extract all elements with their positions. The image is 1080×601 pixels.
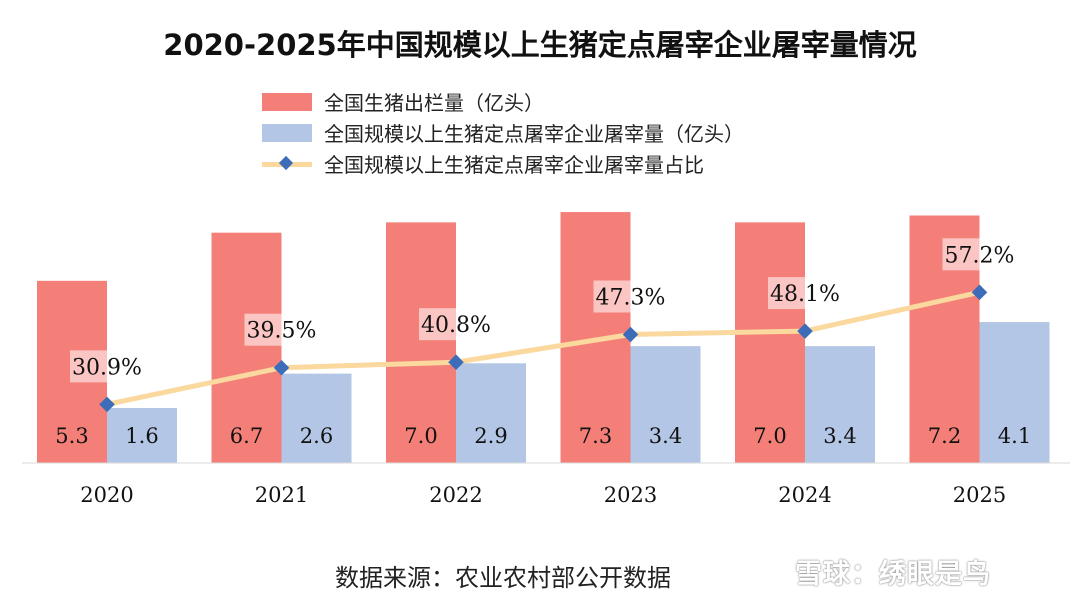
legend: 全国生猪出栏量（亿头） 全国规模以上生猪定点屠宰企业屠宰量（亿头） 全国规模以上… bbox=[262, 86, 744, 179]
legend-swatch-share bbox=[262, 155, 312, 173]
legend-swatch-slaughter bbox=[262, 123, 312, 142]
bar-slaughter-2023 bbox=[630, 346, 701, 463]
bar-label-slaughter-2025: 4.1 bbox=[998, 424, 1031, 448]
line-label-share-2024: 48.1% bbox=[770, 282, 840, 307]
line-label-share-2025: 57.2% bbox=[945, 243, 1015, 268]
bar-label-slaughter-2022: 2.9 bbox=[474, 424, 507, 448]
legend-swatch-output bbox=[262, 92, 312, 111]
line-label-share-2020: 30.9% bbox=[72, 355, 142, 380]
x-tick-label-2021: 2021 bbox=[255, 483, 308, 507]
x-tick-label-2022: 2022 bbox=[429, 483, 482, 507]
bar-output-2024 bbox=[735, 222, 805, 463]
bar-output-2022 bbox=[386, 222, 456, 463]
line-label-bg-2023 bbox=[593, 280, 668, 313]
legend-item-output: 全国生猪出栏量（亿头） bbox=[262, 86, 744, 117]
bar-label-slaughter-2021: 2.6 bbox=[300, 424, 333, 448]
x-tick-label-2024: 2024 bbox=[778, 483, 831, 507]
bar-slaughter-2021 bbox=[281, 373, 352, 463]
line-share-series bbox=[106, 289, 981, 407]
bar-label-output-2023: 7.3 bbox=[579, 424, 612, 448]
line-label-bg-2021 bbox=[244, 313, 319, 346]
line-label-bg-2022 bbox=[419, 308, 493, 341]
x-tick-label-2023: 2023 bbox=[604, 483, 657, 507]
bar-label-output-2021: 6.7 bbox=[230, 424, 263, 448]
bar-slaughter-2025 bbox=[979, 322, 1050, 463]
legend-label-slaughter: 全国规模以上生猪定点屠宰企业屠宰量（亿头） bbox=[324, 122, 744, 146]
bar-slaughter-2020 bbox=[107, 408, 177, 463]
bar-label-output-2020: 5.3 bbox=[55, 424, 88, 448]
watermark: 雪球：绣眼是鸟 bbox=[795, 559, 991, 590]
legend-label-output: 全国生猪出栏量（亿头） bbox=[324, 91, 544, 115]
bar-label-output-2024: 7.0 bbox=[753, 424, 786, 448]
x-tick-label-2020: 2020 bbox=[80, 483, 133, 507]
bar-label-slaughter-2024: 3.4 bbox=[823, 424, 856, 448]
bar-label-slaughter-2023: 3.4 bbox=[649, 424, 682, 448]
legend-item-share: 全国规模以上生猪定点屠宰企业屠宰量占比 bbox=[262, 148, 744, 179]
chart-title: 2020-2025年中国规模以上生猪定点屠宰企业屠宰量情况 bbox=[163, 28, 917, 62]
x-tick-label-2025: 2025 bbox=[953, 483, 1006, 507]
line-label-share-2022: 40.8% bbox=[421, 313, 491, 338]
bar-slaughter-2024 bbox=[805, 346, 875, 463]
legend-item-slaughter: 全国规模以上生猪定点屠宰企业屠宰量（亿头） bbox=[262, 117, 744, 148]
bar-label-output-2025: 7.2 bbox=[928, 424, 961, 448]
line-label-share-2023: 47.3% bbox=[596, 286, 666, 311]
bar-output-2021 bbox=[211, 232, 282, 463]
legend-label-share: 全国规模以上生猪定点屠宰企业屠宰量占比 bbox=[324, 153, 704, 177]
bar-label-slaughter-2020: 1.6 bbox=[125, 424, 158, 448]
bar-label-output-2022: 7.0 bbox=[404, 424, 437, 448]
line-label-bg-2024 bbox=[768, 277, 842, 310]
bar-slaughter-2022 bbox=[456, 363, 526, 463]
line-label-bg-2025 bbox=[942, 238, 1017, 271]
line-label-share-2021: 39.5% bbox=[247, 319, 317, 344]
source-note: 数据来源：农业农村部公开数据 bbox=[335, 564, 671, 592]
line-label-bg-2020 bbox=[70, 350, 144, 383]
